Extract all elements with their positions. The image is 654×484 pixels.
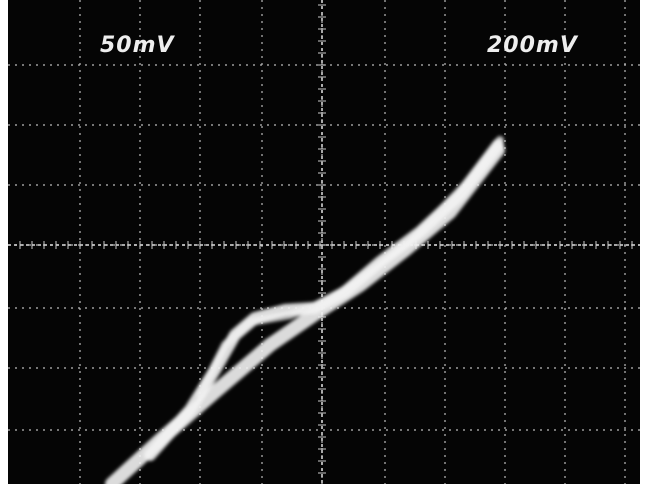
trace-overlap	[196, 136, 504, 399]
screen-background	[8, 0, 640, 484]
channel-label-left: 50mV	[100, 33, 176, 58]
channel-label-right: 200mV	[487, 33, 579, 58]
trace	[105, 136, 505, 484]
